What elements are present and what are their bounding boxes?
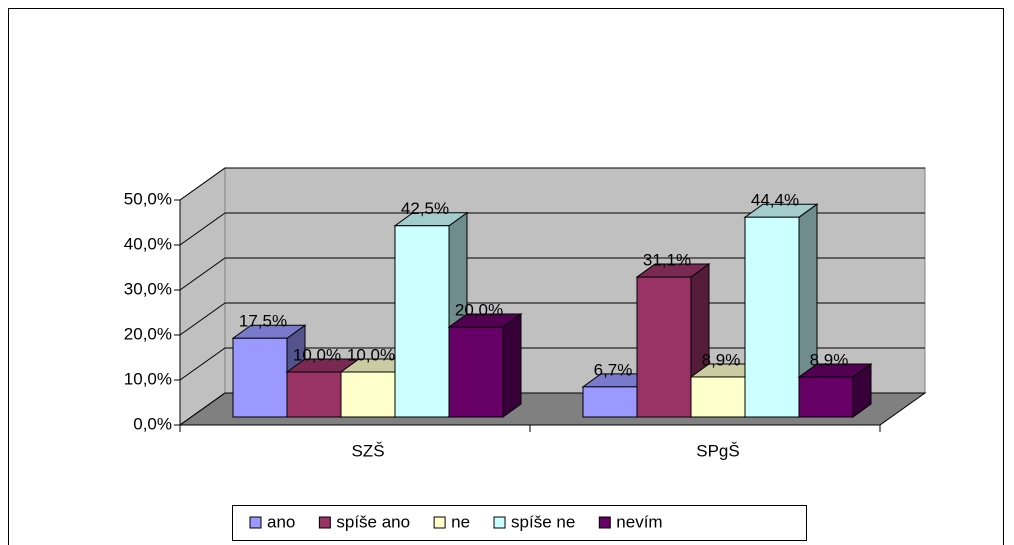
legend-label: spíše ano [336, 512, 410, 531]
side-wall [179, 167, 226, 426]
x-tick-label: SPgŠ [696, 441, 739, 460]
legend: ano spíše ano ne spíše ne nevím [232, 505, 807, 541]
value-label: 8,9% [810, 350, 849, 369]
bar [798, 376, 854, 418]
bar [636, 276, 692, 418]
bar [286, 371, 342, 418]
legend-swatch [493, 516, 506, 529]
y-tick-label: 40,0% [124, 234, 172, 253]
legend-label: spíše ne [511, 512, 575, 531]
legend-label: ne [451, 512, 470, 531]
legend-swatch [598, 516, 611, 529]
legend-label: nevím [616, 512, 662, 531]
y-tick-label: 20,0% [124, 324, 172, 343]
bar [448, 326, 504, 418]
bar-side [502, 313, 522, 418]
grid-line [179, 167, 925, 201]
grid-line [179, 212, 925, 246]
legend-swatch [433, 516, 446, 529]
bar [232, 337, 288, 418]
bar [340, 371, 396, 418]
value-label: 44,4% [751, 191, 799, 210]
y-tick-label: 50,0% [124, 189, 172, 208]
legend-swatch [318, 516, 331, 529]
bar [690, 376, 746, 418]
value-label: 17,5% [239, 312, 287, 331]
value-label: 6,7% [594, 360, 633, 379]
bar [394, 225, 450, 418]
value-label: 20,0% [455, 300, 503, 319]
legend-label: ano [267, 512, 295, 531]
value-label: 10,0% [293, 345, 341, 364]
legend-swatch [249, 516, 262, 529]
y-tick-label: 30,0% [124, 279, 172, 298]
bar [744, 216, 800, 418]
bar [582, 386, 638, 418]
value-label: 8,9% [702, 350, 741, 369]
value-label: 42,5% [401, 199, 449, 218]
y-tick-label: 10,0% [124, 369, 172, 388]
value-label: 31,1% [643, 251, 691, 270]
value-label: 10,0% [347, 345, 395, 364]
y-tick-label: 0,0% [133, 414, 172, 433]
x-tick-label: SZŠ [351, 441, 384, 460]
grid-line [179, 257, 925, 291]
